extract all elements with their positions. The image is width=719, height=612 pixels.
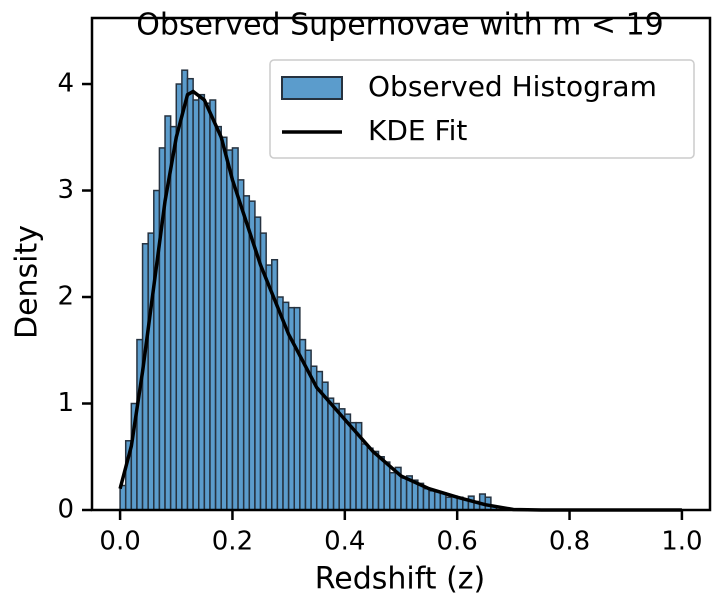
histogram-bar [276, 296, 284, 511]
histogram-bar [203, 102, 211, 511]
histogram-bar [433, 491, 442, 511]
chart-title: Observed Supernovae with m < 19 [136, 8, 664, 43]
histogram-bar [422, 487, 430, 511]
x-tick-label: 0.4 [324, 527, 365, 557]
histogram-bar [400, 477, 408, 511]
histogram-bar [360, 443, 369, 511]
x-tick-label: 0.0 [99, 527, 140, 557]
y-tick-label: 1 [57, 388, 74, 418]
x-axis-label: Redshift (z) [315, 562, 485, 597]
histogram-bar [226, 149, 234, 511]
legend-swatch [281, 76, 343, 100]
x-tick-label: 0.8 [549, 527, 590, 557]
y-tick-label: 3 [57, 175, 74, 205]
histogram-bar [181, 69, 189, 511]
histogram-bar [327, 397, 335, 511]
histogram-bar [192, 99, 200, 511]
histogram-bar [344, 413, 352, 511]
histogram-bar [242, 195, 251, 511]
histogram-bar [119, 484, 127, 511]
legend-box [269, 59, 695, 159]
histogram-bar [237, 179, 245, 511]
histogram-bar [349, 421, 357, 511]
legend-label: KDE Fit [368, 114, 467, 147]
histogram-bar [389, 471, 397, 511]
histogram-bar [428, 490, 436, 511]
histogram-bar [338, 408, 346, 511]
y-axis-label: Density [10, 225, 45, 339]
histogram-bar [372, 450, 380, 511]
histogram-bar [209, 99, 217, 511]
histogram-bar [377, 456, 385, 511]
histogram-bar [186, 77, 194, 511]
histogram-bar [169, 125, 178, 511]
histogram-bar [220, 136, 228, 511]
histogram-bar [265, 264, 273, 511]
y-tick-label: 0 [57, 495, 74, 525]
histogram-bar [147, 232, 155, 511]
histogram-bar [332, 402, 340, 511]
histogram-bar [231, 147, 239, 511]
plot-frame [90, 16, 712, 512]
y-tick-label: 4 [57, 69, 74, 99]
legend-label: Observed Histogram [368, 70, 657, 103]
histogram-bar [293, 306, 301, 511]
histogram-bar [197, 93, 206, 511]
y-tick-label: 2 [57, 282, 74, 312]
x-tick-label: 1.0 [661, 527, 702, 557]
histogram-bar [214, 125, 222, 511]
histogram-bar [175, 83, 183, 511]
histogram-bar [445, 496, 453, 511]
x-tick-label: 0.2 [212, 527, 253, 557]
histogram-bar [439, 492, 447, 511]
histogram-bar [366, 447, 374, 511]
histogram-bar [383, 461, 391, 511]
x-tick-label: 0.6 [437, 527, 478, 557]
